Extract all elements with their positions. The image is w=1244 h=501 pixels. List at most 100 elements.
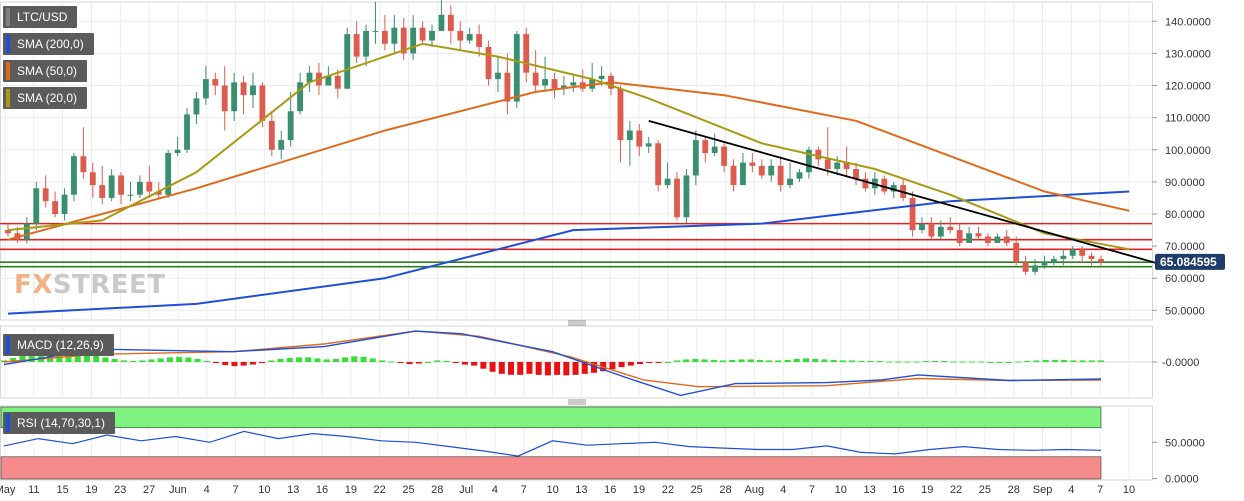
candle-body	[542, 79, 548, 86]
y-tick-label: 50.0000	[1165, 305, 1205, 317]
legend-rsi[interactable]: RSI (14,70,30,1)	[3, 412, 116, 434]
candle-body	[71, 156, 77, 195]
legend-sma20-label: SMA (20,0)	[17, 91, 78, 105]
macd-histogram-bar	[701, 359, 708, 362]
x-tick-label: 4	[780, 484, 786, 496]
candle-body	[429, 30, 435, 41]
logo-fx: FX	[14, 270, 53, 300]
candle-body	[749, 162, 756, 166]
candle-body	[155, 191, 162, 195]
x-tick-label: 25	[691, 484, 703, 496]
macd-histogram-bar	[28, 350, 35, 362]
candle-body	[626, 130, 633, 141]
macd-histogram-bar	[213, 362, 220, 364]
macd-histogram-bar	[185, 357, 192, 362]
macd-histogram-bar	[259, 362, 266, 364]
legend-sma50[interactable]: SMA (50,0)	[3, 60, 88, 82]
macd-histogram-bar	[295, 357, 302, 362]
candle-body	[1032, 265, 1038, 272]
candle-body	[334, 75, 341, 89]
candle-body	[513, 34, 520, 102]
macd-histogram-bar	[434, 360, 441, 362]
legend-pair-label: LTC/USD	[17, 10, 68, 24]
x-tick-label: 27	[143, 484, 155, 496]
macd-histogram-bar	[1, 360, 7, 362]
macd-histogram-bar	[637, 362, 644, 365]
y-tick-label: 130.0000	[1165, 48, 1211, 60]
x-tick-label: 10	[546, 484, 558, 496]
rsi-panel	[0, 406, 1102, 480]
x-tick-label: 25	[979, 484, 991, 496]
x-tick-label: 25	[402, 484, 414, 496]
candle-body	[23, 223, 30, 240]
macd-histogram-bar	[803, 358, 810, 362]
y-tick-label: 100.0000	[1165, 145, 1211, 157]
candle-body	[551, 79, 558, 89]
last-price-label: 65.084595	[1160, 255, 1217, 269]
macd-histogram-bar	[1098, 360, 1104, 362]
macd-histogram-bar	[738, 359, 745, 362]
x-tick-label: 7	[521, 484, 527, 496]
candle-body	[683, 175, 690, 218]
x-tick-label: 19	[85, 484, 97, 496]
y-tick-label: 120.0000	[1165, 81, 1211, 93]
y-tick-label: 140.0000	[1165, 16, 1211, 28]
x-tick-label: 23	[114, 484, 126, 496]
y-tick-label: 110.0000	[1165, 113, 1210, 125]
macd-histogram-bar	[526, 362, 533, 374]
macd-y-tick-label: -0.0000	[1162, 357, 1199, 369]
candle-body	[1069, 249, 1076, 256]
macd-histogram-bar	[314, 358, 321, 362]
legend-sma200-label: SMA (200,0)	[17, 37, 84, 51]
macd-histogram-bar	[618, 362, 625, 368]
macd-histogram-bar	[452, 362, 459, 364]
macd-histogram-bar	[1079, 360, 1086, 362]
x-tick-label: 16	[892, 484, 904, 496]
legend-macd[interactable]: MACD (12,26,9)	[3, 334, 114, 356]
macd-histogram-bar	[720, 360, 727, 362]
macd-histogram-bar	[978, 361, 985, 363]
macd-histogram-bar	[950, 361, 957, 363]
macd-histogram-bar	[959, 361, 966, 363]
candle-body	[815, 149, 822, 160]
candle-body	[438, 14, 445, 31]
candle-body	[937, 226, 944, 237]
rsi-y-tick-label: 0.0000	[1165, 474, 1199, 486]
macd-panel	[0, 330, 1152, 397]
macd-histogram-bar	[231, 362, 238, 367]
candle-body	[1003, 236, 1010, 243]
candle-body	[1088, 255, 1095, 259]
macd-histogram-bar	[498, 362, 505, 374]
candle-body	[447, 14, 454, 31]
legend-sma20[interactable]: SMA (20,0)	[3, 87, 88, 109]
candle-body	[381, 30, 388, 44]
macd-histogram-bar	[406, 362, 413, 365]
macd-histogram-bar	[369, 358, 376, 362]
macd-histogram-bar	[388, 361, 395, 363]
legend-swatch-rsi	[6, 414, 10, 432]
macd-histogram-bar	[194, 358, 201, 362]
macd-line	[3, 330, 1102, 397]
candle-body	[33, 188, 40, 224]
legend-swatch-macd	[6, 336, 10, 354]
macd-histogram-bar	[1051, 359, 1058, 362]
macd-histogram-bar	[692, 358, 699, 362]
candle-body	[787, 178, 793, 186]
candle-body	[250, 85, 256, 96]
x-tick-label: 28	[1008, 484, 1020, 496]
x-tick-label: Jun	[169, 484, 187, 496]
macd-histogram-bar	[1015, 361, 1022, 363]
candle-body	[853, 169, 859, 179]
macd-histogram-bar	[1042, 359, 1049, 362]
candle-body	[758, 165, 765, 176]
rsi-y-tick-label: 50.0000	[1165, 437, 1205, 449]
candle-body	[221, 85, 228, 112]
candle-body	[1013, 242, 1020, 263]
macd-histogram-bar	[683, 359, 690, 362]
legend-sma200[interactable]: SMA (200,0)	[3, 33, 94, 55]
macd-histogram-bar	[120, 360, 127, 362]
legend-pair[interactable]: LTC/USD	[3, 6, 78, 28]
candle-body	[485, 46, 492, 80]
macd-histogram-bar	[922, 360, 929, 362]
candle-body	[363, 30, 369, 57]
